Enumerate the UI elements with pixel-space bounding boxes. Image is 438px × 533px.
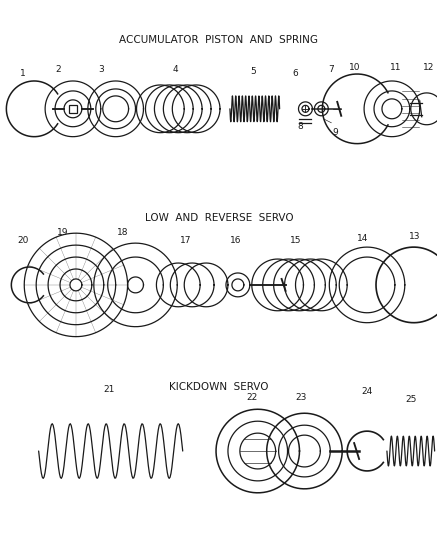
Text: 1: 1 (21, 69, 26, 77)
Text: 16: 16 (230, 236, 242, 245)
Text: LOW  AND  REVERSE  SERVO: LOW AND REVERSE SERVO (145, 213, 293, 223)
Text: 21: 21 (103, 385, 114, 394)
Text: 10: 10 (350, 62, 361, 71)
Text: 2: 2 (55, 64, 61, 74)
Text: 14: 14 (357, 233, 369, 243)
Text: 20: 20 (18, 236, 29, 245)
Text: 19: 19 (57, 228, 69, 237)
Text: 24: 24 (361, 387, 373, 396)
Text: 23: 23 (296, 393, 307, 402)
Text: 7: 7 (328, 64, 334, 74)
Text: 17: 17 (180, 236, 191, 245)
Text: ACCUMULATOR  PISTON  AND  SPRING: ACCUMULATOR PISTON AND SPRING (120, 35, 318, 45)
Bar (69, 105, 77, 113)
Text: 6: 6 (293, 69, 298, 77)
Text: 11: 11 (390, 62, 402, 71)
Text: KICKDOWN  SERVO: KICKDOWN SERVO (169, 382, 269, 392)
Text: 18: 18 (117, 228, 128, 237)
Text: 4: 4 (173, 64, 178, 74)
Text: 12: 12 (423, 62, 434, 71)
Text: 8: 8 (297, 122, 304, 131)
Text: 15: 15 (290, 236, 301, 245)
Text: 5: 5 (250, 67, 256, 76)
Text: 3: 3 (98, 64, 104, 74)
Text: 13: 13 (409, 232, 420, 241)
Text: 9: 9 (332, 128, 338, 137)
Text: 25: 25 (405, 395, 417, 404)
Text: 22: 22 (246, 393, 258, 402)
